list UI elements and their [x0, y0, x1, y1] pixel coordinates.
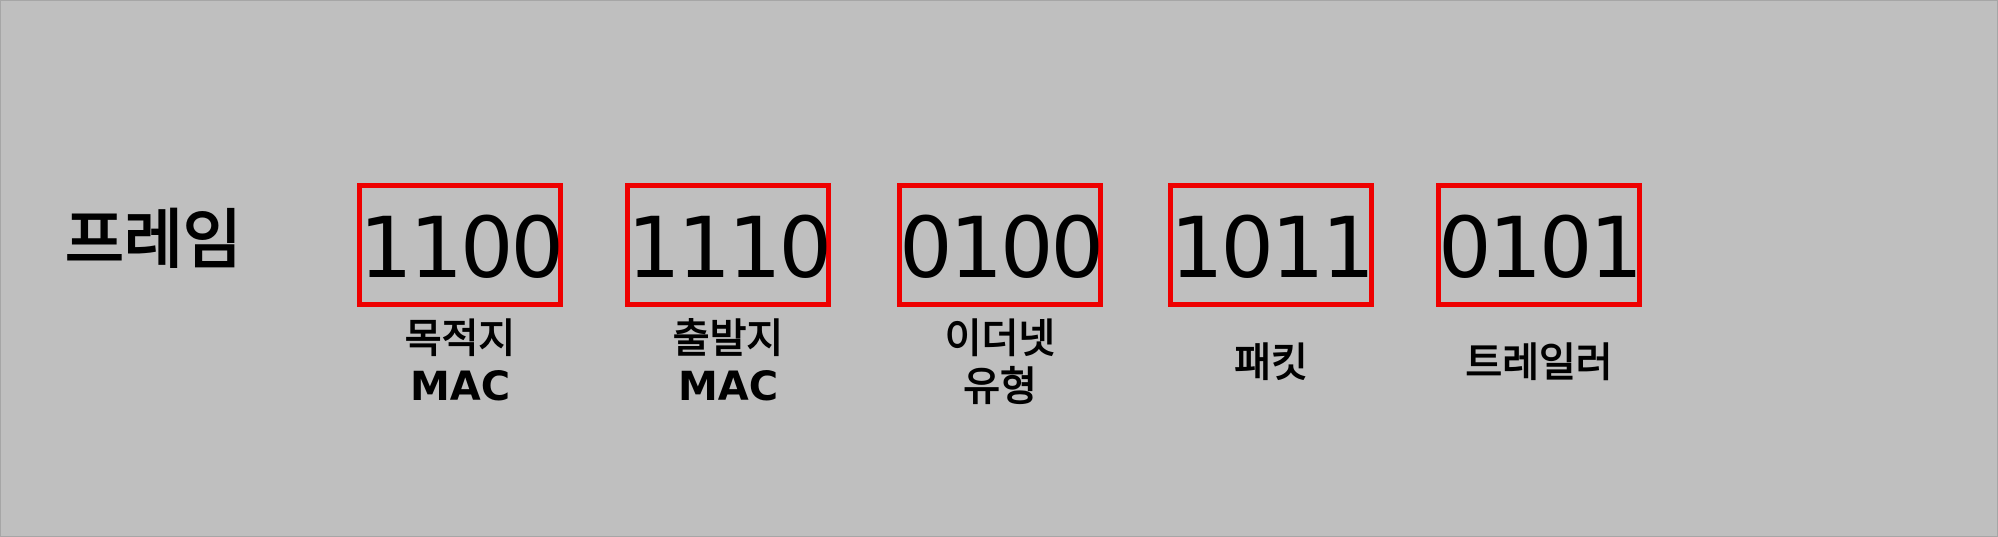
field-source-mac: 1110 출발지 MAC [625, 183, 835, 419]
field-value-box: 0101 [1436, 183, 1643, 307]
caption-line: 이더넷 [944, 316, 1056, 362]
field-ethernet-type: 0100 이더넷 유형 [897, 183, 1107, 419]
field-value-box: 1110 [625, 183, 832, 307]
field-value-box: 1011 [1168, 183, 1375, 307]
field-caption: 출발지 MAC [625, 307, 831, 419]
caption-line: 패킷 [1234, 340, 1308, 386]
frame-title: 프레임 [65, 204, 242, 278]
field-caption: 트레일러 [1436, 307, 1642, 419]
caption-line: 유형 [963, 364, 1037, 410]
caption-line: MAC [677, 364, 779, 410]
field-caption: 패킷 [1168, 307, 1374, 419]
caption-line: MAC [409, 364, 511, 410]
field-value-box: 1100 [357, 183, 564, 307]
caption-line: 출발지 [672, 316, 784, 362]
field-trailer: 0101 트레일러 [1436, 183, 1646, 419]
field-packet: 1011 패킷 [1168, 183, 1378, 419]
caption-line: 목적지 [404, 316, 516, 362]
field-destination-mac: 1100 목적지 MAC [357, 183, 567, 419]
field-caption: 이더넷 유형 [897, 307, 1103, 419]
field-value-box: 0100 [897, 183, 1104, 307]
caption-line: 트레일러 [1465, 340, 1613, 386]
field-caption: 목적지 MAC [357, 307, 563, 419]
